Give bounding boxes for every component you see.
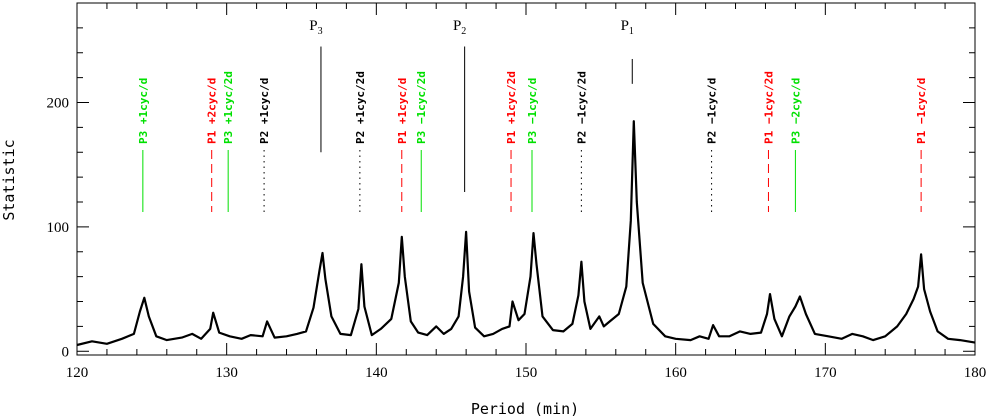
annotation: P2 +1cyc/2d bbox=[354, 71, 367, 212]
axis-ticks bbox=[76, 3, 976, 355]
x-tick-label: 180 bbox=[964, 365, 987, 381]
x-tick-label: 170 bbox=[814, 365, 837, 381]
x-tick-label: 160 bbox=[664, 365, 687, 381]
annotation: P2 −1cyc/2d bbox=[575, 71, 588, 212]
annotation-label: P3 −1cyc/2d bbox=[415, 71, 428, 144]
annotation-label: P1 +2cyc/d bbox=[206, 78, 219, 144]
y-tick-label: 100 bbox=[47, 220, 70, 236]
annotation: P3 −2cyc/d bbox=[789, 78, 802, 212]
annotation: P2 +1cyc/d bbox=[258, 78, 271, 212]
annotation: P1 +2cyc/d bbox=[206, 78, 219, 212]
annotation-label: P1 −1cyc/2d bbox=[762, 71, 775, 144]
peak-marker-label: P2 bbox=[453, 18, 466, 37]
series-layer bbox=[76, 120, 976, 347]
series-line bbox=[76, 120, 976, 347]
annotation: P3 +1cyc/d bbox=[137, 78, 150, 212]
annotation: P1 +1cyc/d bbox=[396, 78, 409, 212]
annotation: P1 +1cyc/2d bbox=[505, 71, 518, 212]
x-tick-label: 130 bbox=[215, 365, 238, 381]
y-axis-label: Statistic bbox=[0, 139, 18, 220]
annotation-label: P3 +1cyc/d bbox=[137, 78, 150, 144]
tick-labels: 120 130 140 150 160 170 180 0 100 200 bbox=[47, 96, 987, 381]
annotation-label: P2 −1cyc/d bbox=[706, 78, 719, 144]
annotation-label: P2 +1cyc/d bbox=[258, 78, 271, 144]
peak-marker-label: P3 bbox=[309, 18, 322, 37]
annotation: P3 −1cyc/2d bbox=[415, 71, 428, 212]
annotation: P3 −1cyc/d bbox=[526, 78, 539, 212]
annotation-label: P3 −2cyc/d bbox=[789, 78, 802, 144]
annotations-layer: P3 +1cyc/d P1 +2cyc/d P3 +1cyc/2d P2 +1cyc/… bbox=[137, 71, 928, 212]
annotation-label: P1 +1cyc/d bbox=[396, 78, 409, 144]
y-tick-label: 0 bbox=[62, 344, 70, 360]
x-axis-label: Period (min) bbox=[471, 400, 579, 418]
annotation: P1 −1cyc/2d bbox=[762, 71, 775, 212]
annotation-label: P2 +1cyc/2d bbox=[354, 71, 367, 144]
x-tick-label: 120 bbox=[66, 365, 89, 381]
annotation: P1 −1cyc/d bbox=[915, 78, 928, 212]
peak-marker-label: P1 bbox=[621, 18, 634, 37]
annotation-label: P1 +1cyc/2d bbox=[505, 71, 518, 144]
x-tick-label: 150 bbox=[515, 365, 538, 381]
annotation: P3 +1cyc/2d bbox=[222, 71, 235, 212]
annotation-label: P2 −1cyc/2d bbox=[575, 71, 588, 144]
annotation-label: P3 −1cyc/d bbox=[526, 78, 539, 144]
annotation-label: P1 −1cyc/d bbox=[915, 78, 928, 144]
annotation-label: P3 +1cyc/2d bbox=[222, 71, 235, 144]
x-tick-label: 140 bbox=[365, 365, 388, 381]
annotation: P2 −1cyc/d bbox=[706, 78, 719, 212]
y-tick-label: 200 bbox=[47, 96, 70, 112]
